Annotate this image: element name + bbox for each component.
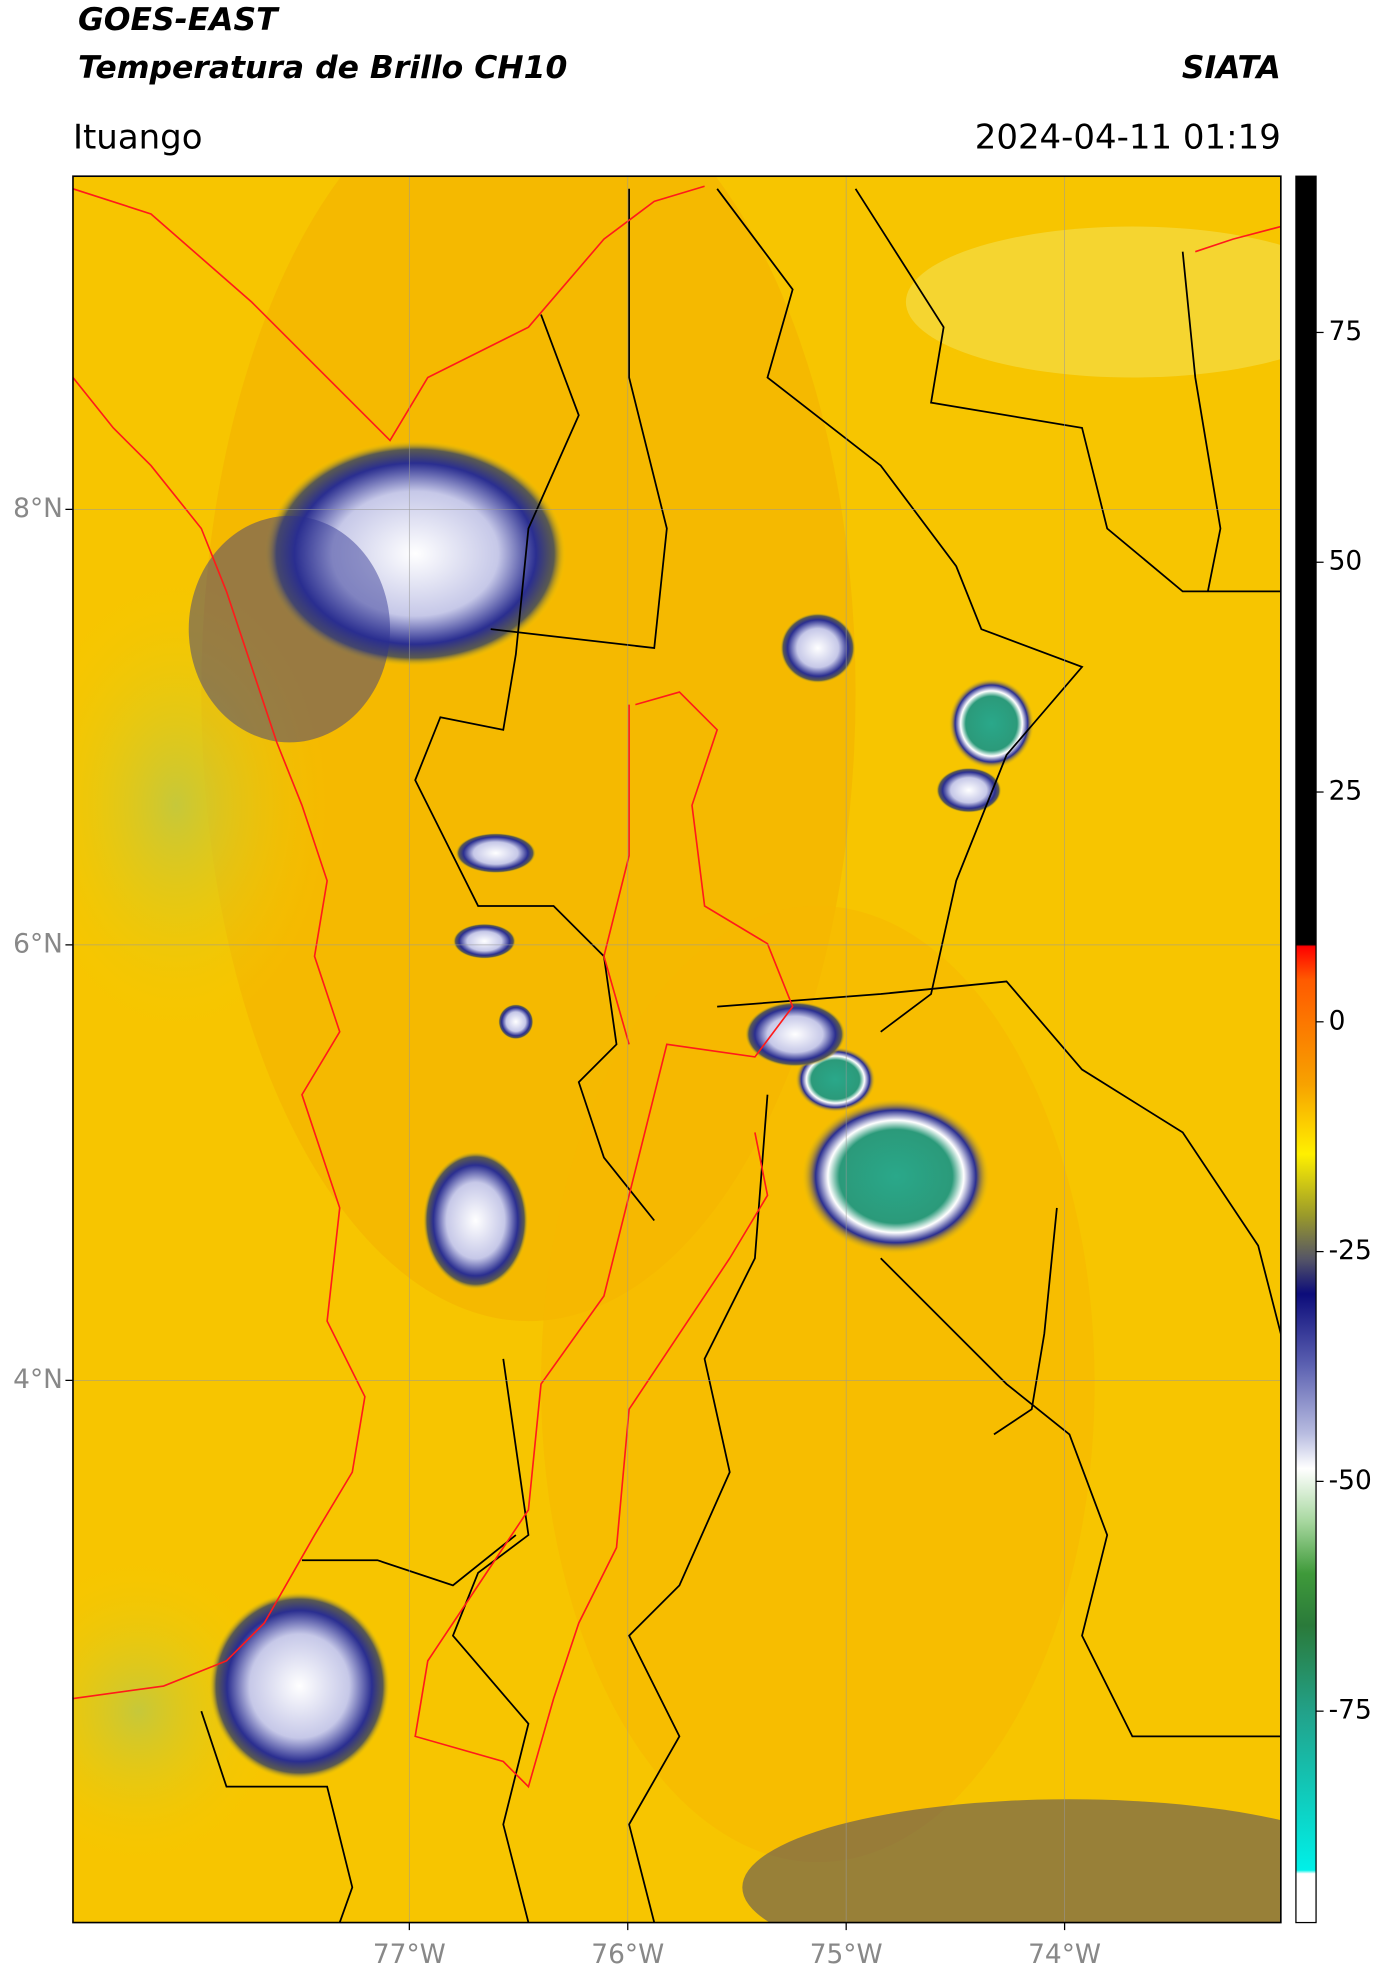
graticule	[72, 176, 1281, 1923]
y-tick-label: 8°N	[13, 493, 63, 524]
colorbar-tick-label: 0	[1329, 1005, 1346, 1036]
datetime: 2024-04-11 01:19	[975, 118, 1281, 158]
colorbar	[1295, 175, 1317, 1924]
x-tick-label: 75°W	[810, 1939, 883, 1970]
colorbar-tick-label: -50	[1329, 1465, 1372, 1496]
x-tick-label: 74°W	[1028, 1939, 1101, 1970]
location: Ituango	[73, 118, 203, 158]
brand: SIATA	[1182, 50, 1281, 86]
colorbar-tick-label: 75	[1329, 316, 1363, 347]
x-tick-label: 76°W	[591, 1939, 664, 1970]
colorbar-tick-label: -25	[1329, 1235, 1372, 1266]
y-tick-label: 4°N	[13, 1364, 63, 1395]
colorbar-tick-label: 50	[1329, 546, 1363, 577]
x-tick-label: 77°W	[373, 1939, 446, 1970]
colorbar-tick-label: 25	[1329, 776, 1363, 807]
y-tick-label: 6°N	[13, 928, 63, 959]
subtitle: Temperatura de Brillo CH10	[78, 50, 567, 86]
map-image	[72, 176, 1281, 1923]
map-frame	[72, 175, 1282, 1924]
title: GOES-EAST	[78, 2, 280, 38]
colorbar-tick-label: -75	[1329, 1695, 1372, 1726]
